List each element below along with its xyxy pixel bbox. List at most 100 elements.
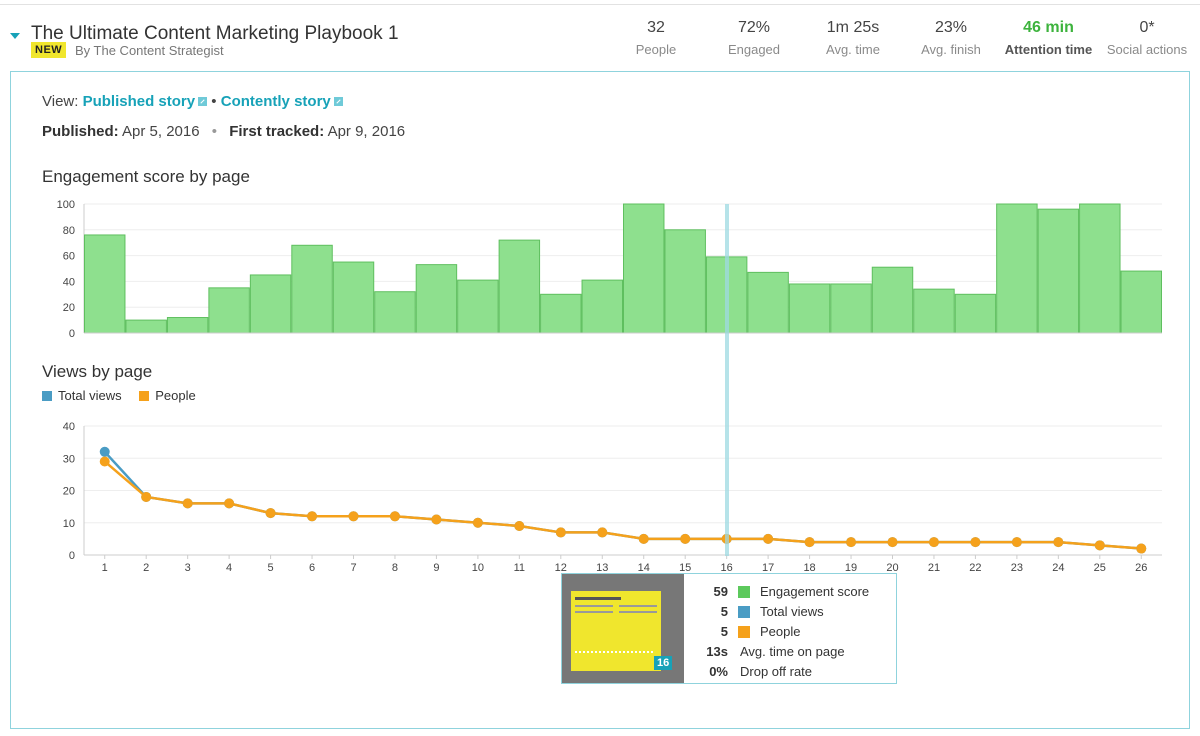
y-tick-label: 60: [63, 251, 75, 263]
x-tick-label: 21: [928, 562, 940, 574]
first-tracked-label: First tracked:: [229, 123, 325, 140]
y-tick-label: 10: [63, 518, 75, 530]
y-tick-label: 80: [63, 225, 75, 237]
x-tick-label: 9: [433, 562, 439, 574]
engagement-bar-chart: 0 20 40 60 80 100: [57, 199, 1162, 340]
x-tick-label: 25: [1094, 562, 1106, 574]
engagement-bar: [374, 291, 416, 334]
view-label: View:: [42, 93, 79, 110]
dot-separator: •: [211, 123, 218, 140]
engagement-bar: [581, 279, 623, 334]
engagement-bar: [788, 283, 831, 334]
engagement-bar: [332, 261, 375, 334]
tooltip-value: 13s: [706, 644, 728, 659]
total-views-line: [103, 450, 1142, 550]
dates-row: Published: Apr 5, 2016 • First tracked: …: [42, 123, 405, 140]
external-link-icon[interactable]: [198, 97, 208, 106]
hover-highlight-line: [724, 204, 729, 556]
page-thumbnail-image: [571, 591, 661, 671]
stat-engaged: 72% Engaged: [719, 19, 789, 57]
people-point: [846, 537, 857, 548]
story-detail-panel: [10, 71, 1190, 729]
x-tick-label: 3: [185, 562, 191, 574]
x-tick-label: 15: [679, 562, 691, 574]
engagement-bar: [1120, 270, 1162, 334]
engagement-bar: [830, 283, 872, 334]
y-tick-label: 0: [69, 550, 75, 562]
total-views-swatch: [42, 391, 52, 401]
story-title[interactable]: The Ultimate Content Marketing Playbook …: [31, 23, 399, 44]
stat-social-actions: 0* Social actions: [1102, 19, 1192, 57]
engagement-bar: [166, 317, 209, 334]
engagement-bar: [747, 271, 789, 334]
stat-label: Attention time: [1004, 42, 1093, 57]
x-tick-label: 23: [1011, 562, 1023, 574]
stat-avg-time: 1m 25s Avg. time: [816, 19, 890, 57]
stat-label: People: [635, 42, 677, 57]
people-line: [103, 460, 1142, 550]
x-tick-label: 5: [268, 562, 274, 574]
legend-people[interactable]: People: [155, 388, 196, 403]
x-tick-label: 6: [309, 562, 315, 574]
contently-story-link[interactable]: Contently story: [220, 93, 331, 110]
engagement-chart-title: Engagement score by page: [42, 167, 250, 186]
external-link-icon[interactable]: [333, 97, 343, 106]
collapse-caret-icon[interactable]: [10, 33, 20, 39]
tooltip-row-engagement: 59 Engagement score: [684, 584, 894, 600]
engagement-bar: [457, 279, 499, 334]
tooltip-label: Drop off rate: [740, 664, 813, 679]
x-tick-label: 26: [1135, 562, 1147, 574]
engagement-bar: [871, 266, 914, 334]
tooltip-label: Total views: [760, 604, 824, 619]
engagement-bar: [208, 287, 250, 334]
story-header[interactable]: The Ultimate Content Marketing Playbook …: [0, 5, 1200, 71]
engagement-bar: [498, 239, 541, 334]
x-tick-label: 7: [350, 562, 356, 574]
people-point: [597, 527, 608, 538]
people-point: [887, 537, 898, 548]
story-author: By The Content Strategist: [75, 43, 224, 58]
x-tick-label: 19: [845, 562, 857, 574]
tooltip-label: People: [760, 624, 801, 639]
people-swatch: [139, 391, 150, 401]
engagement-swatch: [738, 586, 750, 598]
first-tracked-date: Apr 9, 2016: [327, 123, 406, 140]
legend-total-views[interactable]: Total views: [58, 388, 122, 403]
engagement-bar: [954, 293, 997, 334]
views-chart-title: Views by page: [42, 362, 153, 381]
stat-value: 46 min: [1023, 19, 1074, 36]
x-tick-label: 8: [392, 562, 398, 574]
engagement-bar: [540, 293, 582, 334]
people-point: [472, 517, 483, 528]
x-tick-label: 4: [226, 562, 232, 574]
stat-value: 32: [647, 19, 665, 36]
total-views-swatch: [738, 606, 750, 618]
stat-avg-finish: 23% Avg. finish: [913, 19, 989, 57]
tooltip-value: 0%: [709, 664, 728, 679]
people-point: [1094, 540, 1105, 551]
tooltip-value: 5: [720, 604, 728, 619]
people-point: [265, 508, 276, 519]
people-point: [1053, 537, 1064, 548]
published-date: Apr 5, 2016: [122, 123, 200, 140]
tooltip-row-avg-time: 13s Avg. time on page: [684, 644, 894, 660]
people-point: [141, 491, 152, 502]
total-views-point: [99, 446, 110, 457]
published-story-link[interactable]: Published story: [82, 93, 196, 110]
stat-value: 23%: [934, 19, 968, 36]
stat-value: 1m 25s: [826, 19, 880, 36]
x-tick-label: 13: [596, 562, 608, 574]
people-point: [389, 511, 400, 522]
people-point: [928, 537, 939, 548]
page-thumbnail: 16: [562, 574, 684, 683]
y-tick-label: 40: [63, 421, 75, 433]
x-tick-label: 22: [969, 562, 981, 574]
people-point: [1011, 537, 1022, 548]
x-tick-label: 17: [762, 562, 774, 574]
engagement-bar: [1037, 208, 1080, 334]
tooltip-label: Engagement score: [760, 584, 870, 599]
engagement-bar: [84, 234, 126, 334]
tooltip-row-people: 5 People: [684, 624, 894, 640]
people-point: [804, 537, 815, 548]
